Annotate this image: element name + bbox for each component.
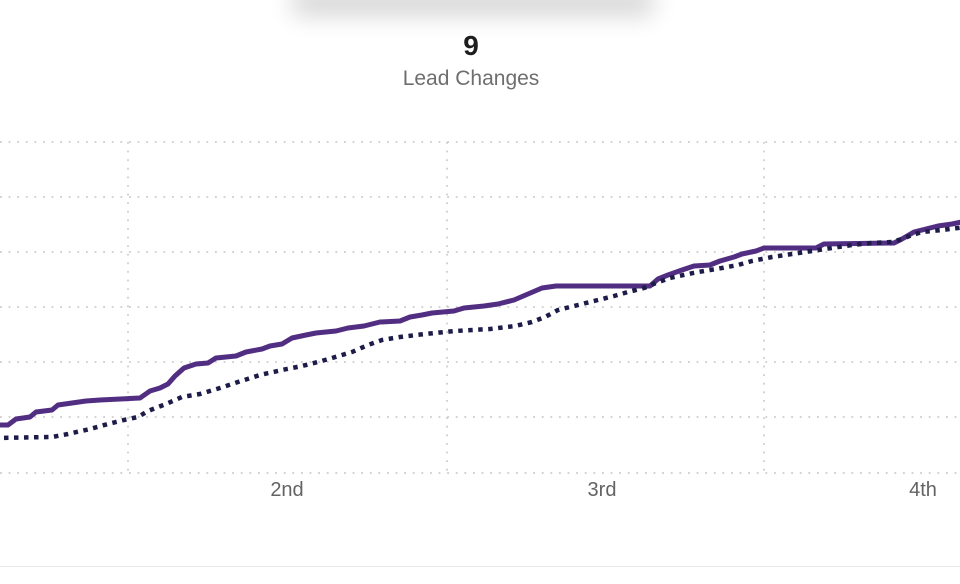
lead-changes-label: Lead Changes: [402, 67, 540, 90]
team-solid-line: [0, 219, 960, 428]
team-dotted-line: [0, 225, 960, 441]
lead-changes-count: 9: [463, 30, 479, 61]
bottom-divider: [0, 566, 960, 567]
chart-header: 9 Lead Changes: [403, 31, 540, 91]
